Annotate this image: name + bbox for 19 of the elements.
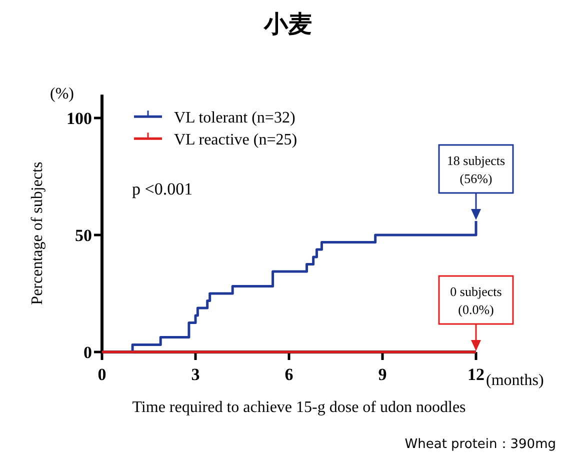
- text: (months): [486, 372, 544, 389]
- y-axis-title: Percentage of subjects: [29, 162, 46, 305]
- legend-label: VL reactive (n=25): [174, 132, 298, 149]
- x-tick-label: 12: [468, 365, 484, 384]
- annotation: 18 subjects (56%): [446, 152, 506, 186]
- text: (%): [50, 86, 74, 103]
- x-tick-label: 3: [191, 365, 200, 384]
- x-axis-title: Time required to achieve 15-g dose of udon noodles: [132, 399, 466, 416]
- x-tick-label: 9: [378, 365, 387, 384]
- chart-title: 小麦: [263, 10, 312, 38]
- x-tick-label: 0: [98, 365, 106, 384]
- x-tick-label: 6: [284, 365, 294, 384]
- annotation: p <0.001: [132, 180, 193, 199]
- legend-label: VL tolerant (n=32): [174, 110, 296, 127]
- annotation: 0 subjects (0.0%): [450, 284, 502, 317]
- y-tick-label: 50: [75, 226, 92, 245]
- y-tick-label: 0: [84, 343, 92, 362]
- y-tick-label: 100: [66, 109, 92, 128]
- text: Wheat protein：390mg: [404, 437, 556, 452]
